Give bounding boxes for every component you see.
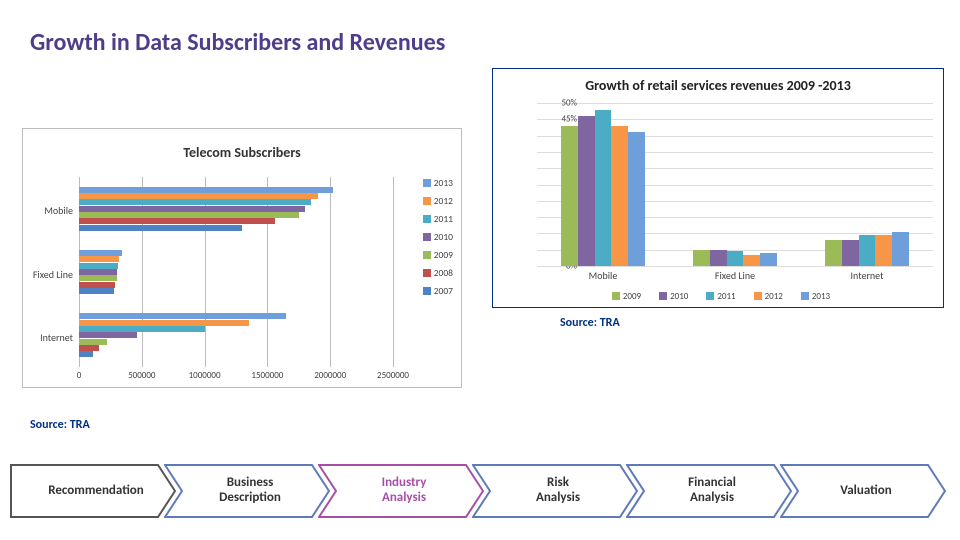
nav-chevron[interactable]: Valuation (780, 464, 946, 518)
nav-chevron-label: RiskAnalysis (508, 476, 602, 506)
nav-chevron-label: IndustryAnalysis (354, 476, 449, 506)
legend-item: 2013 (795, 291, 830, 302)
legend-item: 2011 (700, 291, 735, 302)
vbar (611, 126, 628, 266)
legend-item: 2010 (653, 291, 688, 302)
nav-chevron-label: BusinessDescription (191, 476, 303, 506)
left-category-label: Fixed Line (27, 268, 73, 281)
legend-item: 2008 (423, 267, 453, 279)
nav-chevron-label: FinancialAnalysis (660, 476, 758, 506)
nav-chevron[interactable]: FinancialAnalysis (626, 464, 792, 518)
left-xtick: 1000000 (189, 370, 221, 381)
nav-chevron[interactable]: Recommendation (10, 464, 176, 518)
left-chart-legend: 2013 2012 2011 2010 2009 2008 2007 (423, 177, 453, 303)
process-chevron-nav: Recommendation BusinessDescription Indus… (10, 464, 950, 518)
left-category-label: Mobile (27, 204, 73, 217)
legend-item: 2009 (606, 291, 641, 302)
legend-item: 2010 (423, 231, 453, 243)
vbar (743, 255, 760, 266)
left-xtick: 1500000 (251, 370, 283, 381)
right-ytick: 50% (561, 98, 577, 109)
vbar (892, 232, 909, 266)
vbar (595, 110, 612, 266)
legend-item: 2007 (423, 285, 453, 297)
left-chart-title: Telecom Subscribers (23, 129, 461, 161)
left-xtick: 0 (77, 370, 82, 381)
right-chart-legend: 2009 2010 2011 2012 2013 (493, 291, 943, 304)
vbar (578, 116, 595, 266)
vbar (727, 251, 744, 266)
right-chart-plot: 0%5%10%15%20%25%30%35%40%45%50%MobileFix… (537, 103, 933, 267)
page-title: Growth in Data Subscribers and Revenues (30, 28, 445, 57)
vbar (760, 253, 777, 266)
retail-revenue-chart: Growth of retail services revenues 2009 … (492, 68, 944, 308)
left-xtick: 2000000 (314, 370, 346, 381)
vbar (825, 240, 842, 266)
nav-chevron[interactable]: BusinessDescription (164, 464, 330, 518)
vbar (628, 132, 645, 266)
nav-chevron[interactable]: IndustryAnalysis (318, 464, 484, 518)
legend-item: 2012 (423, 195, 453, 207)
legend-item: 2011 (423, 213, 453, 225)
left-chart-source: Source: TRA (30, 418, 90, 432)
right-chart-source: Source: TRA (560, 316, 620, 330)
legend-item: 2009 (423, 249, 453, 261)
right-category-label: Internet (851, 269, 884, 282)
vbar (859, 235, 876, 266)
left-chart-plot: 05000001000000150000020000002500000Mobil… (79, 177, 393, 367)
hbar (79, 225, 242, 231)
legend-item: 2013 (423, 177, 453, 189)
left-category-label: Internet (27, 331, 73, 344)
right-category-label: Mobile (589, 269, 618, 282)
left-xtick: 500000 (128, 370, 155, 381)
right-ytick: 45% (561, 114, 577, 125)
right-category-label: Fixed Line (715, 269, 755, 282)
vbar (693, 250, 710, 266)
nav-chevron-label: Recommendation (20, 484, 166, 499)
nav-chevron[interactable]: RiskAnalysis (472, 464, 638, 518)
telecom-subscribers-chart: Telecom Subscribers 05000001000000150000… (22, 128, 462, 388)
vbar (561, 126, 578, 266)
hbar (79, 288, 114, 294)
vbar (710, 250, 727, 266)
vbar (842, 240, 859, 266)
legend-item: 2012 (748, 291, 783, 302)
right-chart-title: Growth of retail services revenues 2009 … (493, 69, 943, 94)
hbar (79, 351, 93, 357)
left-xtick: 2500000 (377, 370, 409, 381)
vbar (875, 235, 892, 266)
nav-chevron-label: Valuation (812, 484, 913, 499)
